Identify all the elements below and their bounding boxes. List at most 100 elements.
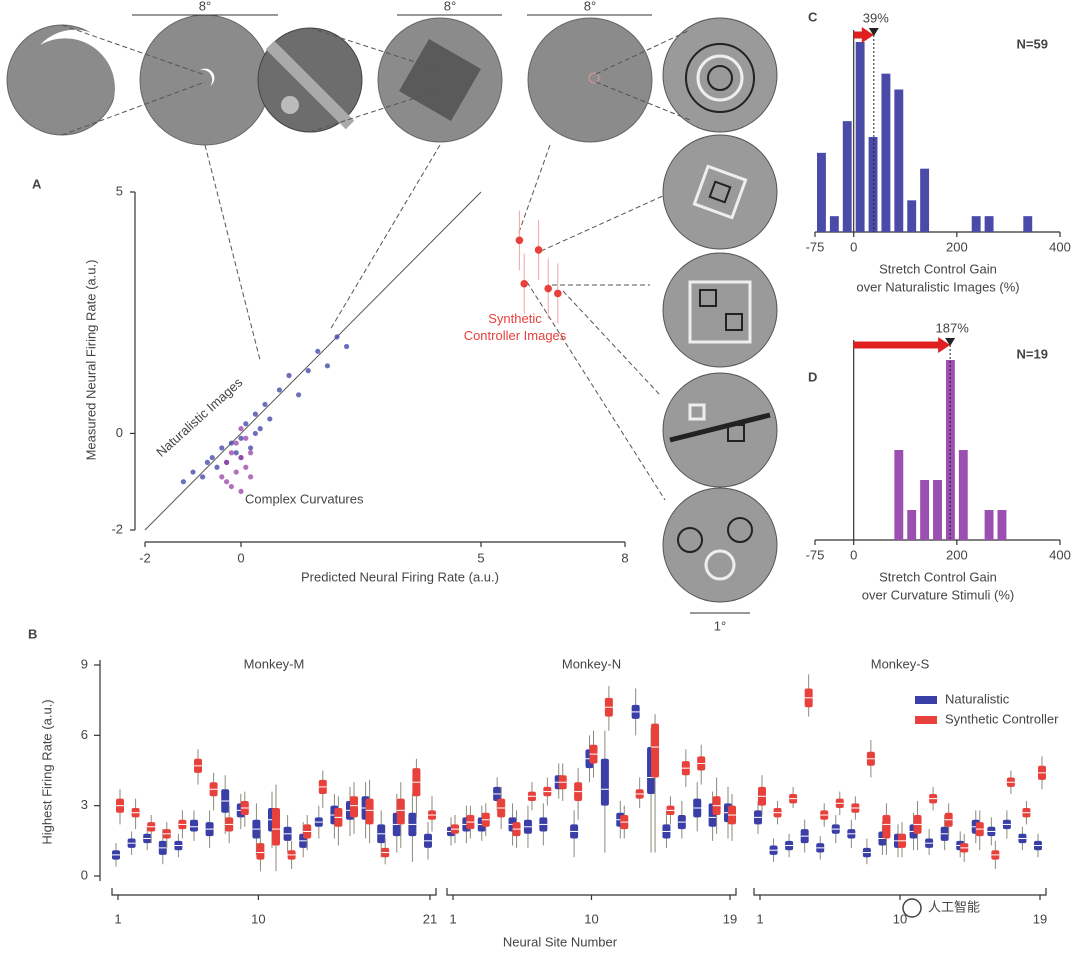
box (651, 723, 660, 778)
point (243, 464, 249, 470)
x-tick-label: -75 (806, 239, 825, 254)
x-tick-label: 5 (477, 550, 484, 565)
median-label: 187% (936, 320, 970, 335)
group-title: Monkey-M (244, 656, 305, 671)
synthetic-small (588, 72, 600, 84)
box (272, 808, 280, 846)
bar (855, 42, 865, 232)
point (248, 445, 254, 451)
point (238, 435, 244, 441)
box (882, 815, 891, 839)
pattern (688, 403, 706, 421)
identity-line (144, 191, 482, 531)
zoom-line (61, 24, 206, 76)
point (315, 348, 321, 354)
synthetic-image (662, 134, 778, 250)
pattern (692, 164, 748, 220)
pointer (517, 144, 551, 236)
point (209, 454, 215, 461)
photo-detail (265, 40, 355, 130)
bar (829, 216, 839, 232)
point (252, 411, 258, 417)
legend-label: Synthetic Controller (945, 711, 1059, 726)
n-label: N=59 (1017, 36, 1048, 51)
zoom-line (309, 27, 441, 71)
pointer (329, 144, 441, 331)
y-axis-label: Highest Firing Rate (a.u.) (39, 699, 54, 844)
pattern (685, 43, 755, 113)
bar (907, 510, 917, 540)
point (305, 368, 311, 374)
y-tick-label: 6 (81, 727, 88, 742)
point (324, 363, 330, 369)
x-bracket (446, 888, 737, 896)
median-marker (945, 338, 956, 346)
bar (894, 450, 904, 540)
y-tick-label: 9 (81, 656, 88, 671)
x-tick-label: -75 (806, 547, 825, 562)
point (204, 459, 210, 465)
pattern (699, 289, 717, 307)
pointer (562, 290, 661, 396)
pattern (727, 517, 753, 543)
point (520, 279, 528, 288)
legend-swatch (915, 696, 937, 704)
group-title: Monkey-N (562, 656, 621, 671)
bar (907, 200, 917, 232)
zoom-line (595, 29, 691, 75)
bar (868, 137, 878, 232)
point (200, 474, 206, 480)
gain-arrowhead (938, 337, 951, 353)
synthetic-label: Synthetic Controller Images (463, 311, 567, 343)
watermark: 人工智能 (928, 899, 980, 914)
x-tick-label: 10 (893, 911, 907, 926)
x-tick-label: 1 (756, 911, 763, 926)
y-axis-label: Measured Neural Firing Rate (a.u.) (83, 260, 98, 461)
box (350, 796, 358, 818)
point (286, 372, 292, 379)
x-tick-label: 1 (114, 911, 121, 926)
x-tick-label: 10 (251, 911, 265, 926)
x-tick-label: 400 (1049, 547, 1071, 562)
x-tick-label: 400 (1049, 239, 1071, 254)
box (396, 798, 405, 825)
photo-small (399, 39, 481, 121)
bar (933, 480, 942, 540)
y-tick-label: 5 (116, 183, 123, 198)
stimulus-images (6, 14, 778, 614)
median-label: 39% (863, 10, 889, 25)
x-tick-label: 19 (723, 911, 737, 926)
point (296, 392, 302, 398)
x-tick-label: 0 (237, 550, 244, 565)
synthetic-image (662, 252, 778, 368)
panel-label: A (32, 176, 42, 191)
pattern (696, 54, 744, 102)
point (233, 440, 239, 446)
x-tick-label: 8 (621, 550, 628, 565)
point (219, 445, 225, 451)
point (214, 464, 220, 470)
median-marker (868, 28, 879, 36)
group-title: Monkey-S (871, 656, 930, 671)
zoom-line (309, 89, 441, 133)
scale-label: 1° (714, 618, 726, 633)
pattern (688, 280, 752, 344)
crescent-small (200, 68, 215, 86)
point (276, 387, 282, 393)
box (600, 758, 609, 806)
point (252, 430, 258, 437)
watermark-icon (902, 898, 922, 918)
point (238, 454, 244, 461)
point (228, 440, 234, 446)
pointer (204, 144, 261, 361)
point (257, 426, 263, 432)
point (180, 479, 186, 485)
bar (881, 73, 891, 233)
zoom-line (61, 81, 206, 136)
pattern (727, 424, 745, 442)
gain-arrowhead (861, 27, 874, 43)
scale-label: 8° (444, 0, 456, 13)
synthetic-image (662, 17, 778, 133)
x-axis-label: Predicted Neural Firing Rate (a.u.) (301, 569, 499, 584)
